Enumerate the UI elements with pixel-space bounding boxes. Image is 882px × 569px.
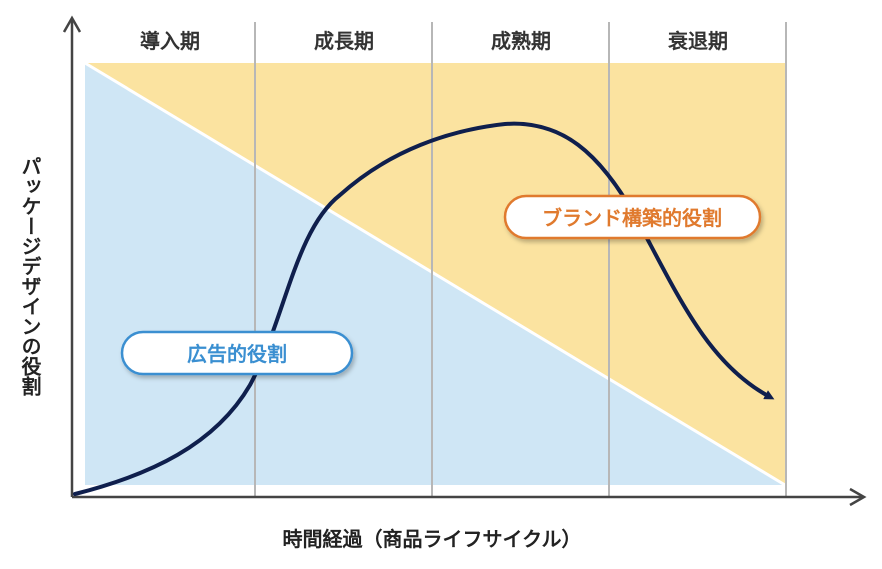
branding-role-text: ブランド構築的役割 (542, 206, 722, 230)
y-axis-arrow-icon (62, 15, 82, 33)
x-axis-title: 時間経過（商品ライフサイクル） (283, 527, 582, 551)
phase-label-introduction: 導入期 (140, 29, 200, 53)
phase-label-growth: 成長期 (314, 29, 374, 53)
x-axis-arrow-icon (849, 487, 867, 507)
advertising-role-text: 広告的役割 (187, 342, 287, 366)
region-boundary-line (84, 61, 786, 487)
advertising-role-label (120, 330, 354, 376)
y-axis-title: パッケージデザインの役割 (18, 156, 42, 396)
branding-role-label (503, 194, 762, 240)
phase-label-maturity: 成熟期 (491, 29, 551, 53)
phase-label-decline: 衰退期 (667, 29, 728, 53)
life-cycle-curve (73, 121, 775, 496)
